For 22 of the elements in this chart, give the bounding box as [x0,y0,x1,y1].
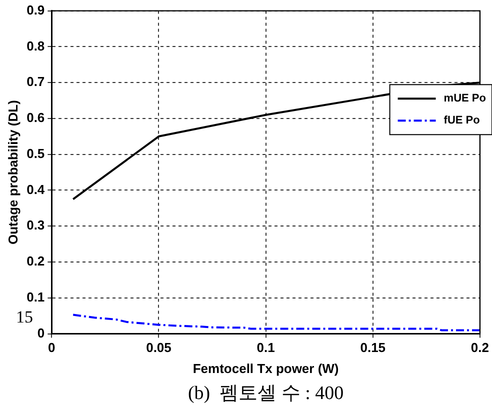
legend-label: fUE Po [444,114,480,127]
text: (b) 펨토셀 수 : 400 [188,382,344,404]
y-tick-label: 0.6 [26,110,45,126]
x-tick-label: 0.1 [256,340,275,356]
x-tick-label: 0.05 [146,340,172,356]
legend-label: mUE Po [444,92,486,105]
x-tick-label: 0.2 [470,340,490,356]
y-tick-label: 0.8 [26,38,45,54]
y-axis-title: Outage probability (DL) [5,100,20,245]
y-tick-label: 0.5 [26,146,45,161]
text: 15 [16,307,33,326]
y-tick-label: 0.1 [26,289,45,304]
y-tick-label: 0 [37,325,45,340]
y-tick-label: 0.3 [26,218,45,233]
y-tick-label: 0.2 [26,254,45,269]
line-series [72,314,480,332]
y-tick-label: 0.9 [26,2,45,18]
y-tick-label: 0.4 [26,182,46,197]
x-tick-label: 0 [48,340,56,356]
x-axis-title: Femtocell Tx power (W) [192,360,339,376]
x-tick-label: 0.15 [360,340,386,356]
y-tick-label: 0.7 [26,74,45,90]
